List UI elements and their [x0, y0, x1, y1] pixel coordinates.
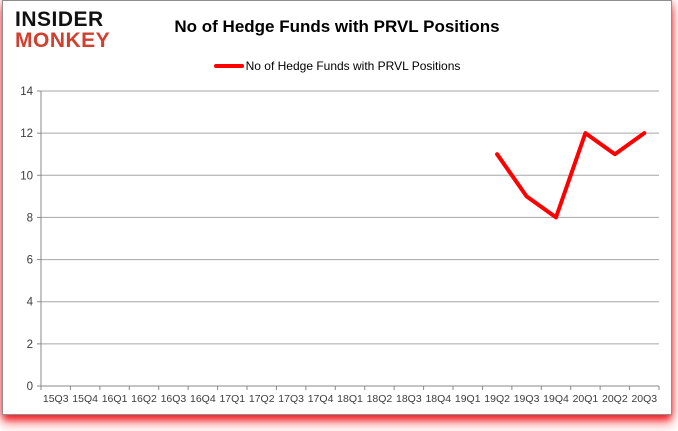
y-tick-label: 6 [27, 255, 33, 267]
y-tick-label: 10 [20, 170, 33, 182]
x-tick-label: 19Q2 [484, 393, 510, 405]
x-tick-label: 20Q1 [573, 393, 599, 405]
x-tick-label: 17Q2 [249, 393, 275, 405]
x-tick-label: 16Q3 [161, 393, 187, 405]
x-tick-label: 15Q4 [72, 393, 98, 405]
x-tick-label: 17Q3 [278, 393, 304, 405]
x-tick-label: 19Q4 [543, 393, 569, 405]
x-tick-label: 19Q3 [514, 393, 540, 405]
x-tick-label: 20Q3 [631, 393, 657, 405]
logo-line-insider: INSIDER [15, 8, 104, 31]
x-tick-label: 20Q2 [602, 393, 628, 405]
y-tick-label: 14 [20, 86, 33, 98]
x-tick-label: 18Q3 [396, 393, 422, 405]
legend: No of Hedge Funds with PRVL Positions [3, 59, 671, 73]
x-tick-label: 18Q4 [425, 393, 451, 405]
x-tick-label: 18Q2 [367, 393, 393, 405]
x-tick-label: 16Q1 [102, 393, 128, 405]
line-chart-plot-area: 0 2 4 6 8 10 12 14 15Q3 15Q4 16Q1 16Q2 16Q3 16Q4 17Q1 1… [20, 86, 660, 405]
x-tick-label: 15Q3 [43, 393, 69, 405]
x-tick-label: 17Q1 [219, 393, 245, 405]
y-tick-label: 0 [27, 381, 33, 393]
legend-label: No of Hedge Funds with PRVL Positions [245, 59, 461, 73]
y-tick-label: 12 [20, 128, 33, 140]
legend-line-swatch [213, 64, 244, 68]
x-tick-label: 16Q2 [131, 393, 157, 405]
logo-line-monkey: MONKEY [15, 28, 111, 52]
y-tick-label: 2 [27, 339, 33, 351]
x-tick-label: 17Q4 [308, 393, 334, 405]
y-tick-label: 8 [27, 212, 33, 224]
chart-card: INSIDER MONKEY No of Hedge Funds with PR… [2, 0, 672, 415]
series-line [495, 131, 647, 220]
chart-title: No of Hedge Funds with PRVL Positions [174, 17, 500, 36]
x-tick-label: 19Q1 [455, 393, 481, 405]
x-tick-label: 18Q1 [337, 393, 363, 405]
x-tick-label: 16Q4 [190, 393, 216, 405]
y-tick-label: 4 [27, 297, 34, 309]
insider-monkey-logo: INSIDER MONKEY [15, 8, 111, 52]
